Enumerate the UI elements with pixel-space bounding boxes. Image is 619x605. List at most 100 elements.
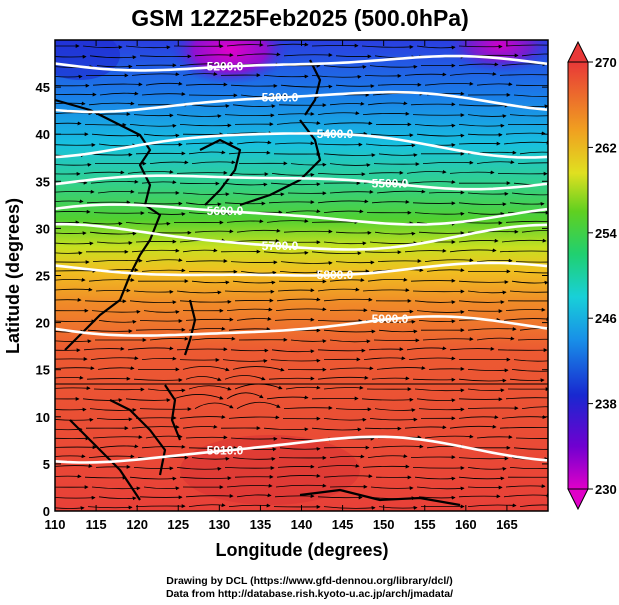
streamline <box>418 319 456 324</box>
streamline <box>194 402 234 409</box>
streamline <box>125 45 171 50</box>
streamline <box>125 398 171 403</box>
streamline <box>143 133 180 138</box>
streamline <box>55 287 93 292</box>
streamline <box>55 407 87 412</box>
streamline <box>283 405 333 410</box>
streamline <box>55 260 90 265</box>
streamline <box>266 219 309 224</box>
streamline <box>410 278 456 283</box>
streamline <box>418 495 456 500</box>
streamline <box>323 241 367 246</box>
streamline <box>87 505 133 510</box>
streamline <box>416 310 465 315</box>
streamline <box>416 398 456 403</box>
streamline <box>82 45 123 50</box>
streamline <box>280 84 333 89</box>
streamline <box>55 189 95 194</box>
streamline <box>467 309 503 314</box>
streamline <box>55 277 86 282</box>
streamline <box>91 486 141 491</box>
streamline <box>323 474 373 479</box>
streamline <box>422 160 474 165</box>
streamline <box>329 163 371 168</box>
streamline <box>422 337 474 342</box>
streamline <box>98 496 137 501</box>
streamline <box>467 326 517 331</box>
streamline <box>96 417 133 422</box>
colorbar-tick-label: 262 <box>595 140 617 155</box>
x-tick-label: 110 <box>45 517 66 532</box>
streamline <box>179 123 232 128</box>
streamline <box>311 251 362 256</box>
streamline <box>467 212 505 216</box>
streamline <box>55 101 86 106</box>
streamline <box>335 84 375 89</box>
colorbar: 230 238 246 254 262 270 <box>567 40 617 511</box>
streamline <box>263 250 309 255</box>
streamline <box>55 209 91 214</box>
streamline <box>458 494 501 499</box>
streamline <box>511 369 548 372</box>
streamline <box>179 62 226 67</box>
streamline <box>283 52 333 57</box>
streamline <box>228 150 271 155</box>
streamline <box>476 82 513 87</box>
streamline <box>55 199 84 204</box>
streamline <box>271 349 315 354</box>
height-contour <box>55 435 548 464</box>
streamline <box>55 83 90 88</box>
streamline <box>141 268 186 273</box>
streamline <box>176 170 228 175</box>
streamline <box>418 407 465 412</box>
streamline <box>55 54 87 59</box>
y-tick-label: 0 <box>43 504 50 519</box>
warm-core-south <box>180 435 360 505</box>
colorbar-tick-label: 230 <box>595 482 617 497</box>
streamline <box>317 287 360 292</box>
streamline <box>135 239 177 244</box>
streamline <box>55 506 85 511</box>
streamline <box>414 476 456 481</box>
streamline <box>185 317 234 322</box>
streamline <box>414 300 456 305</box>
streamline <box>458 378 507 383</box>
y-axis: 0 5 10 15 20 25 30 35 40 45 <box>36 80 548 519</box>
map-title: GSM 12Z25Feb2025 (500.0hPa) <box>131 5 469 31</box>
streamline <box>131 72 180 77</box>
streamline <box>424 258 474 263</box>
streamline <box>505 220 548 223</box>
streamline <box>55 319 96 324</box>
streamline <box>323 64 367 69</box>
streamline <box>370 486 414 491</box>
streamline <box>317 375 369 380</box>
colorbar-min-arrow <box>567 488 589 511</box>
y-tick-label: 25 <box>36 269 50 284</box>
streamline <box>505 307 546 312</box>
streamline <box>458 44 503 49</box>
streamline <box>191 456 230 461</box>
streamline <box>230 83 278 88</box>
streamline <box>188 150 226 155</box>
streamline <box>83 170 125 175</box>
streamline <box>414 211 465 216</box>
streamline <box>323 121 373 126</box>
streamline <box>90 356 139 361</box>
streamline <box>224 289 275 294</box>
colorbar-tick-label: 238 <box>595 397 617 412</box>
streamline <box>511 280 548 285</box>
streamline <box>99 444 139 449</box>
streamline <box>173 394 224 400</box>
streamline <box>143 310 180 314</box>
streamline <box>467 406 519 411</box>
streamline <box>458 103 509 108</box>
streamline <box>329 366 374 371</box>
streamline <box>335 407 372 412</box>
streamline <box>147 388 186 393</box>
height-contour <box>55 222 548 251</box>
streamline <box>55 445 97 450</box>
streamline <box>509 378 545 383</box>
streamline <box>125 221 171 226</box>
streamline <box>236 401 281 409</box>
streamline <box>280 261 333 266</box>
